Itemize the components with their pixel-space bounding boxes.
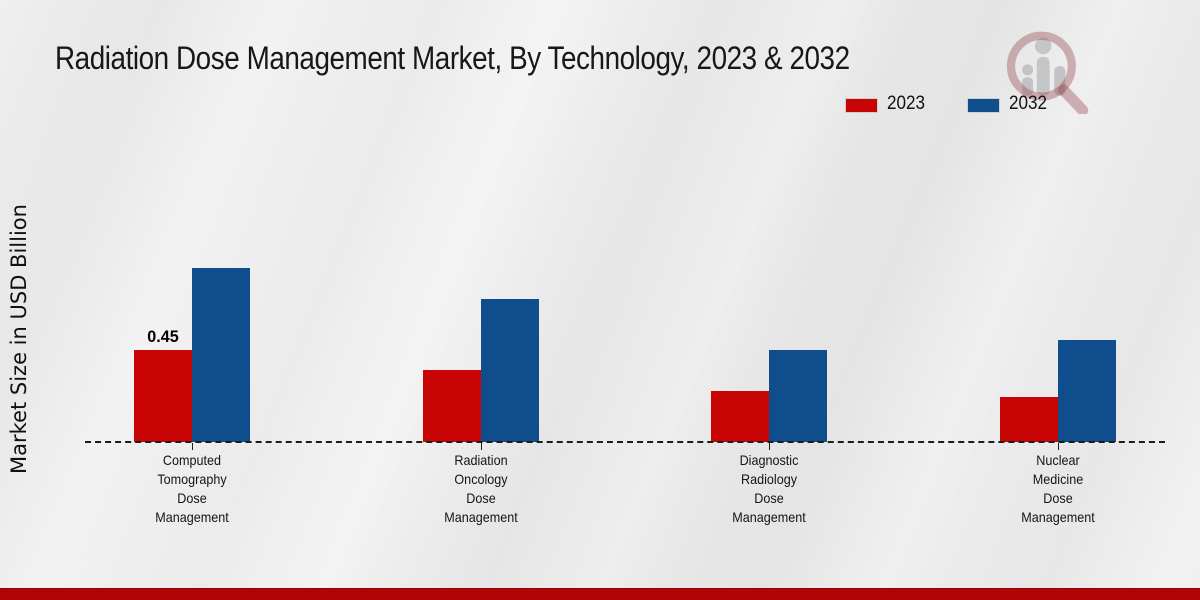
x-axis-baseline <box>85 441 1165 443</box>
x-tick-radiation-oncology-dose-management <box>480 443 482 450</box>
x-category-label-line: Dose <box>177 490 207 506</box>
bar-2023-nuclear-medicine-dose-management <box>999 397 1058 442</box>
legend-entry-2032: 2032 <box>967 93 1051 115</box>
x-category-label-line: Radiation <box>453 452 508 468</box>
x-category-label-line: Dose <box>1042 490 1073 506</box>
x-category-label-line: Radiology <box>740 471 798 487</box>
legend-entry-2023: 2023 <box>845 93 929 115</box>
legend: 2023 2032 <box>845 93 1078 115</box>
bar-2023-diagnostic-radiology-dose-management <box>711 391 769 442</box>
x-tick-diagnostic-radiology-dose-management <box>769 443 770 450</box>
x-category-label-line: Management <box>732 509 806 525</box>
x-tick-computed-tomography-dose-management <box>192 443 193 450</box>
bar-2032-diagnostic-radiology-dose-management <box>769 350 827 442</box>
legend-swatch-2032 <box>967 98 1001 113</box>
legend-label-2032: 2032 <box>1009 93 1048 114</box>
x-category-label-line: Management <box>443 509 518 525</box>
x-category-label-line: Management <box>1020 509 1095 525</box>
x-category-label-line: Computed <box>162 452 222 468</box>
x-category-label-line: Nuclear <box>1035 452 1080 468</box>
x-tick-nuclear-medicine-dose-management <box>1057 443 1059 450</box>
x-category-label-line: Dose <box>754 490 784 506</box>
chart-title: Radiation Dose Management Market, By Tec… <box>55 40 850 76</box>
x-category-label-line: Dose <box>465 490 496 506</box>
x-category-label-nuclear-medicine-dose-management: Nuclear Medicine Dose Management <box>986 451 1130 527</box>
x-category-label-computed-tomography-dose-management: Computed Tomography Dose Management <box>120 451 264 527</box>
bar-value-label: 0.45 <box>147 327 179 346</box>
bar-2023-computed-tomography-dose-management <box>134 350 192 442</box>
x-category-label-line: Management <box>155 509 229 525</box>
footer-red-band <box>0 588 1200 600</box>
bar-2032-nuclear-medicine-dose-management <box>1057 340 1116 442</box>
magnifier-barchart-logo-icon <box>1006 31 1089 116</box>
x-category-label-radiation-oncology-dose-management: Radiation Oncology Dose Management <box>409 451 553 527</box>
legend-label-2023: 2023 <box>887 93 926 114</box>
legend-swatch-2023 <box>845 98 878 113</box>
x-category-label-diagnostic-radiology-dose-management: Diagnostic Radiology Dose Management <box>697 451 841 527</box>
x-category-label-line: Oncology <box>453 471 508 487</box>
bar-2032-radiation-oncology-dose-management <box>480 299 539 442</box>
bar-2032-computed-tomography-dose-management <box>192 268 250 442</box>
x-category-label-line: Diagnostic <box>739 452 799 468</box>
bar-2023-radiation-oncology-dose-management <box>422 370 481 442</box>
x-category-label-line: Tomography <box>157 471 227 487</box>
watermark-logo <box>1000 22 1092 119</box>
x-category-label-line: Medicine <box>1032 471 1083 487</box>
